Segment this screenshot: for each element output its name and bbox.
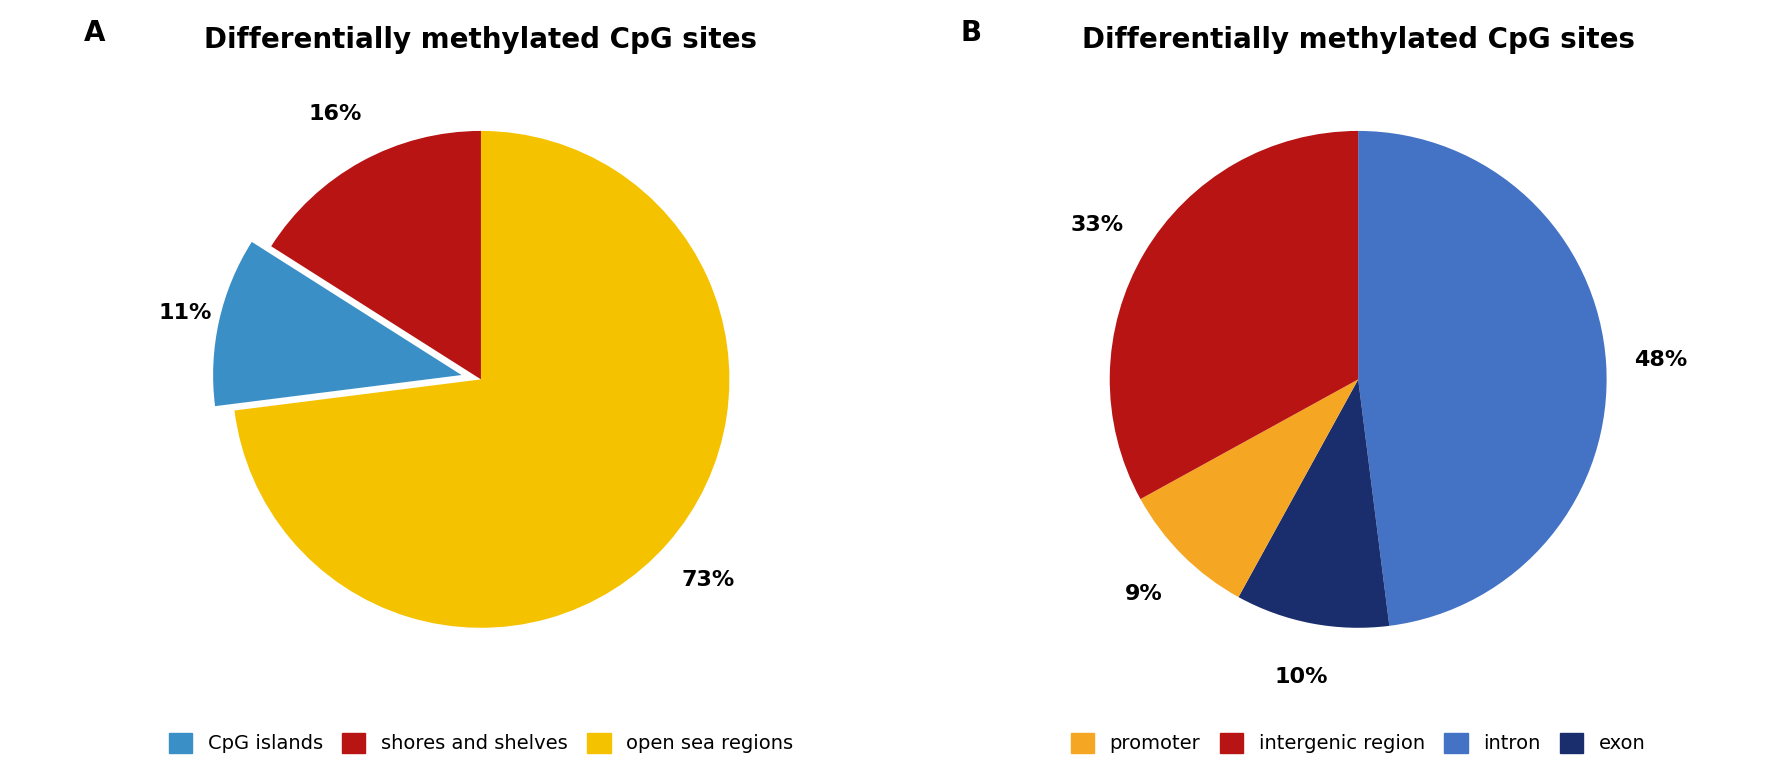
Text: 10%: 10%: [1275, 667, 1328, 687]
Wedge shape: [271, 131, 480, 379]
Title: Differentially methylated CpG sites: Differentially methylated CpG sites: [204, 26, 757, 54]
Text: B: B: [961, 19, 980, 48]
Legend: CpG islands, shores and shelves, open sea regions: CpG islands, shores and shelves, open se…: [161, 724, 801, 761]
Wedge shape: [213, 242, 461, 406]
Text: 73%: 73%: [681, 569, 734, 590]
Text: 33%: 33%: [1071, 215, 1124, 235]
Wedge shape: [234, 131, 729, 628]
Text: 11%: 11%: [158, 303, 211, 323]
Title: Differentially methylated CpG sites: Differentially methylated CpG sites: [1082, 26, 1633, 54]
Legend: promoter, intergenic region, intron, exon: promoter, intergenic region, intron, exo…: [1062, 724, 1652, 761]
Text: 16%: 16%: [309, 104, 362, 124]
Wedge shape: [1110, 131, 1358, 499]
Wedge shape: [1358, 131, 1606, 626]
Wedge shape: [1140, 379, 1358, 597]
Text: A: A: [83, 19, 105, 48]
Text: 9%: 9%: [1124, 583, 1161, 604]
Text: 48%: 48%: [1633, 351, 1686, 370]
Wedge shape: [1238, 379, 1388, 628]
